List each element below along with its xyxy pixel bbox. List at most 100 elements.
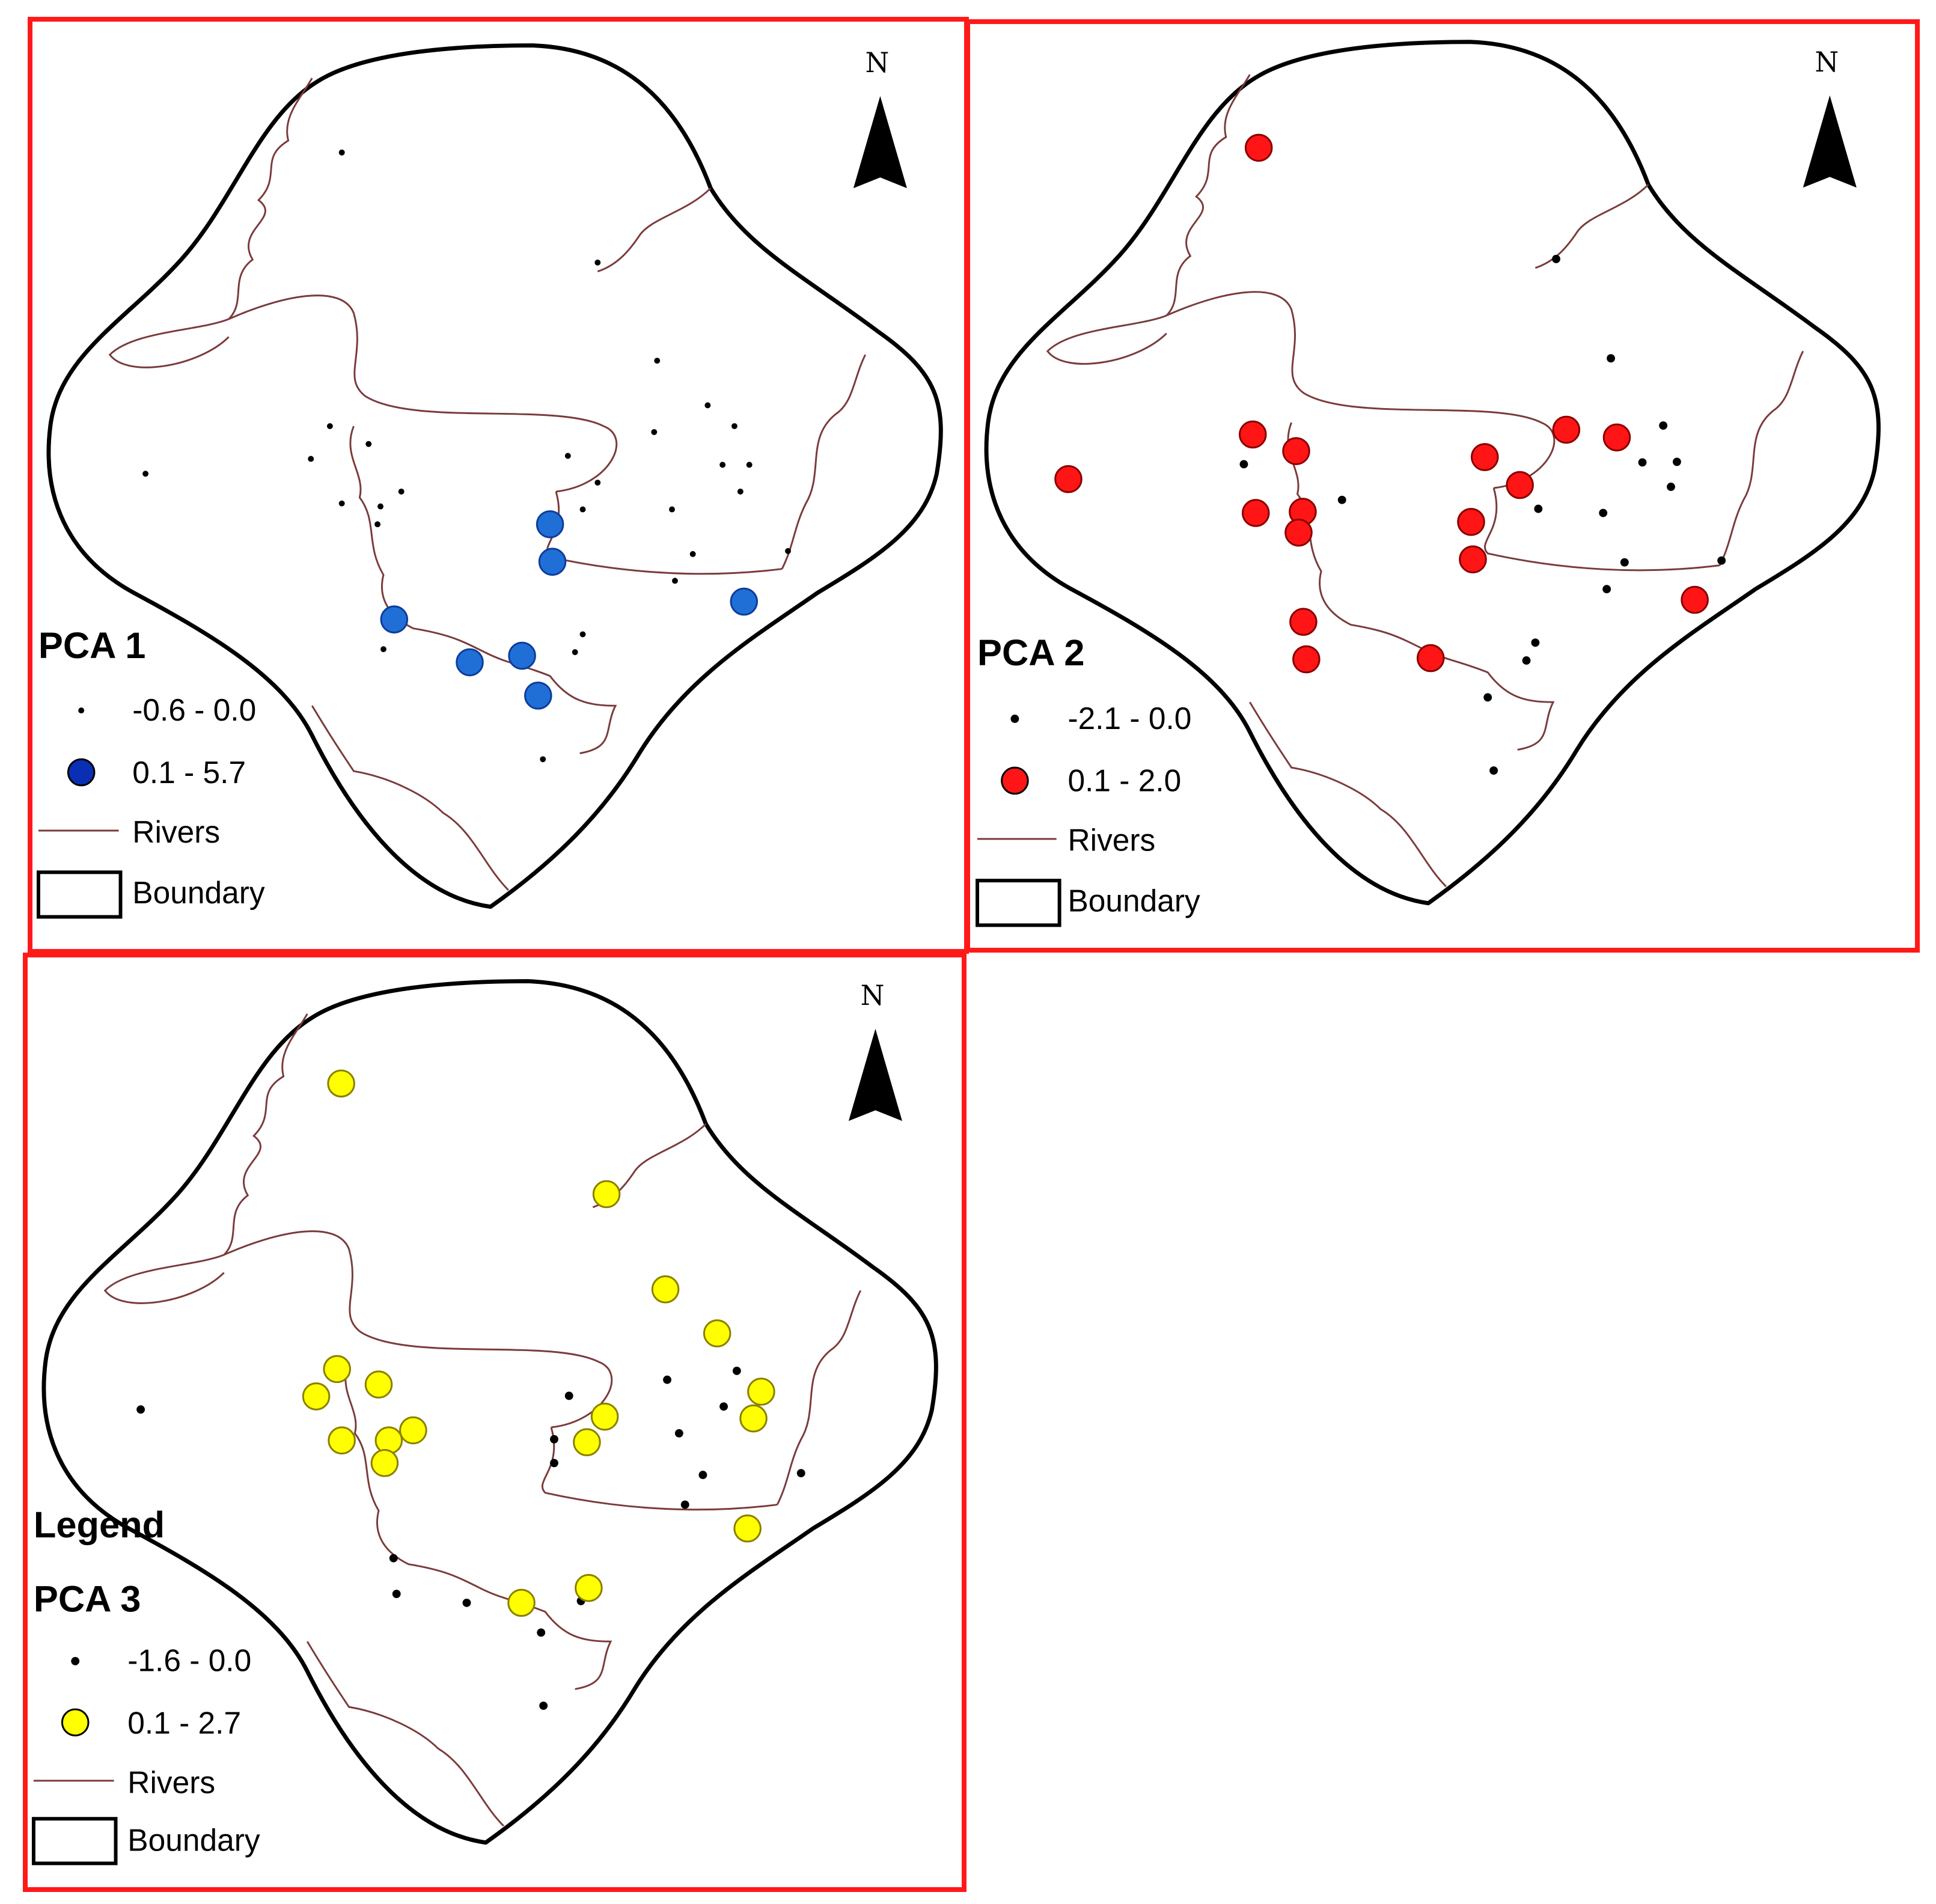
sample-point-high xyxy=(538,548,567,576)
sample-point-high xyxy=(1292,645,1321,674)
river-segment xyxy=(228,294,618,493)
sample-point-low xyxy=(719,462,726,468)
small-dot-icon xyxy=(1010,715,1019,723)
sample-point-low xyxy=(1620,558,1629,567)
north-arrow: N xyxy=(853,47,907,189)
sample-point-high xyxy=(1241,499,1270,527)
sample-point-high xyxy=(1239,420,1267,449)
river-segment xyxy=(306,1641,504,1827)
sample-point-high xyxy=(1681,585,1709,614)
sample-points-low xyxy=(136,1366,805,1710)
legend: Legend PCA 3 -1.6 - 0.0 0.1 - 2.7 Rivers… xyxy=(31,1504,260,1866)
sample-point-low xyxy=(594,480,601,486)
north-label: N xyxy=(861,980,885,1012)
sample-point-low xyxy=(1239,460,1248,469)
sample-point-high xyxy=(1602,423,1631,452)
sample-point-low xyxy=(1522,656,1531,665)
sample-point-low xyxy=(374,521,381,528)
sample-point-low xyxy=(308,456,314,462)
north-label: N xyxy=(866,47,890,79)
sample-point-low xyxy=(572,649,578,656)
sample-point-low xyxy=(1483,693,1492,702)
sample-point-high xyxy=(507,1588,536,1617)
sample-point-low xyxy=(1599,508,1608,517)
map-canvas: N Legend PCA 3 -1.6 - 0.0 0.1 - 2.7 Rive… xyxy=(31,979,938,1866)
river-segment xyxy=(479,1587,612,1690)
river-segment xyxy=(1534,184,1649,269)
sample-point-low xyxy=(680,1500,689,1509)
sample-point-high xyxy=(733,1514,762,1543)
sample-point-low xyxy=(594,259,601,266)
sample-points-low xyxy=(142,149,791,763)
sample-point-high xyxy=(590,1402,619,1431)
sample-point-high xyxy=(302,1382,331,1411)
boundary-box-icon xyxy=(31,1817,118,1866)
sample-point-high xyxy=(592,1180,621,1209)
river-segment xyxy=(1166,291,1556,489)
sample-point-high xyxy=(327,1069,355,1098)
sample-point-low xyxy=(698,1471,707,1480)
sample-point-low xyxy=(537,1628,546,1637)
legend-label-boundary: Boundary xyxy=(1067,883,1200,918)
legend-label-high: 0.1 - 5.7 xyxy=(132,755,246,790)
sample-point-high xyxy=(1459,545,1487,573)
river-segment xyxy=(1046,314,1167,365)
large-circle-icon xyxy=(1001,766,1029,795)
sample-point-high xyxy=(1552,415,1581,444)
sample-point-low xyxy=(389,1554,398,1563)
legend-label-rivers: Rivers xyxy=(132,814,220,849)
large-circle-icon xyxy=(61,1708,90,1737)
sample-point-high xyxy=(328,1426,356,1454)
sample-point-low xyxy=(392,1590,401,1598)
river-segment xyxy=(344,1361,480,1589)
sample-point-high xyxy=(508,641,536,670)
river-segment xyxy=(1421,647,1555,751)
sample-point-low xyxy=(326,423,333,429)
sample-point-high xyxy=(747,1378,775,1406)
sample-point-low xyxy=(136,1405,145,1414)
sample-point-low xyxy=(1673,457,1681,466)
map-panel-pca1: N PCA 1 -0.6 - 0.0 0.1 - 5.7 Rivers Boun… xyxy=(28,17,969,954)
sample-point-high xyxy=(651,1275,680,1304)
sample-point-high xyxy=(703,1319,731,1347)
sample-point-low xyxy=(550,1459,558,1468)
river-segment xyxy=(223,1013,308,1256)
legend-label-low: -2.1 - 0.0 xyxy=(1067,701,1191,736)
sample-point-high xyxy=(536,510,564,539)
sample-point-high xyxy=(1416,644,1445,673)
sample-point-low xyxy=(550,1435,558,1444)
sample-point-low xyxy=(663,1375,671,1384)
river-segment xyxy=(1165,74,1251,317)
sample-point-high xyxy=(380,605,409,633)
large-circle-icon xyxy=(67,758,96,787)
sample-point-high xyxy=(573,1428,601,1456)
sample-point-low xyxy=(1337,495,1346,504)
legend-title: PCA 1 xyxy=(38,625,145,667)
legend-label-low: -0.6 - 0.0 xyxy=(132,692,256,727)
sample-point-low xyxy=(746,462,753,468)
legend-label-rivers: Rivers xyxy=(1067,823,1155,858)
sample-point-low xyxy=(564,453,571,459)
sample-point-low xyxy=(669,506,675,513)
sample-point-low xyxy=(338,149,345,156)
north-arrow-icon xyxy=(848,1028,902,1121)
sample-point-high xyxy=(399,1416,427,1445)
sample-point-low xyxy=(1489,766,1498,775)
river-segment xyxy=(597,188,712,273)
sample-point-low xyxy=(579,506,586,513)
sample-point-low xyxy=(737,488,744,495)
north-arrow: N xyxy=(848,980,902,1121)
river-segment xyxy=(1484,487,1720,572)
study-area-boundary xyxy=(41,979,938,1845)
sample-point-high xyxy=(730,587,759,616)
sample-point-low xyxy=(785,548,791,554)
legend-title: PCA 2 xyxy=(977,632,1084,674)
sample-point-high xyxy=(456,648,484,677)
sample-point-low xyxy=(1667,483,1675,491)
sample-point-low xyxy=(674,1429,683,1438)
sample-point-high xyxy=(1282,437,1310,465)
boundary-box-icon xyxy=(36,870,123,919)
sample-point-low xyxy=(539,1701,548,1710)
sample-point-low xyxy=(1607,354,1616,363)
river-segment xyxy=(224,1230,613,1429)
